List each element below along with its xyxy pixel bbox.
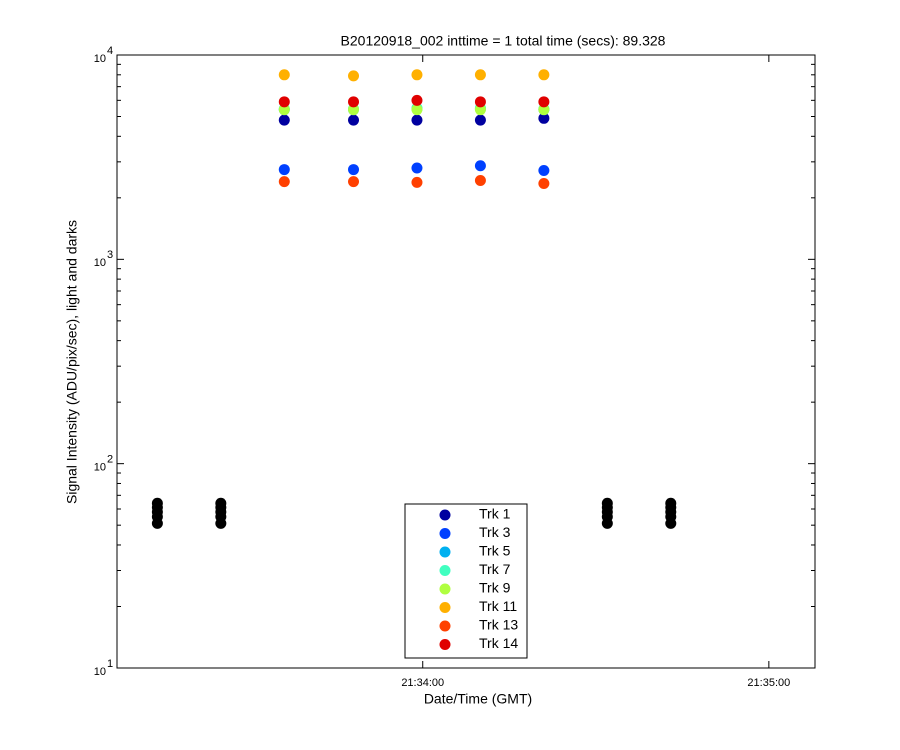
x-axis-label: Date/Time (GMT)	[424, 691, 532, 707]
point	[601, 497, 613, 509]
y-tick-label: 10	[94, 53, 106, 65]
point	[538, 69, 550, 81]
y-tick-label: 10	[94, 257, 106, 269]
point	[348, 70, 360, 82]
legend-marker	[439, 639, 451, 650]
legend-marker	[439, 565, 451, 576]
y-tick-label: 10	[94, 666, 106, 678]
point	[278, 176, 290, 188]
legend-marker	[439, 509, 451, 521]
legend-marker	[439, 602, 451, 613]
point	[215, 497, 227, 509]
point	[278, 114, 290, 126]
point	[538, 165, 550, 177]
point	[474, 114, 486, 126]
point	[474, 160, 486, 172]
point	[278, 104, 290, 116]
y-tick-exponent: 1	[107, 658, 113, 670]
y-tick-exponent: 4	[107, 45, 113, 57]
legend-label: Trk 14	[479, 635, 518, 651]
point	[474, 104, 486, 116]
point	[411, 104, 423, 116]
point	[665, 497, 677, 509]
chart-title: B20120918_002 inttime = 1 total time (se…	[341, 33, 666, 49]
y-tick-exponent: 3	[107, 249, 113, 261]
legend-label: Trk 3	[479, 524, 511, 540]
point	[474, 175, 486, 187]
point	[538, 178, 550, 190]
point	[538, 96, 550, 108]
point	[411, 114, 423, 126]
legend-box	[404, 503, 528, 659]
point	[278, 96, 290, 108]
point	[348, 114, 360, 126]
legend-marker	[439, 620, 451, 632]
y-tick-exponent: 2	[107, 454, 113, 466]
point	[348, 104, 360, 116]
point	[348, 164, 360, 176]
point	[348, 176, 360, 188]
point	[538, 112, 550, 124]
point	[411, 94, 423, 106]
x-tick-label: 21:34:00	[401, 677, 444, 689]
point	[348, 96, 360, 108]
x-tick-label: 21:35:00	[747, 677, 790, 689]
point	[411, 162, 423, 174]
legend-marker	[439, 528, 451, 539]
legend-label: Trk 7	[479, 561, 511, 577]
point	[278, 69, 290, 81]
legend-marker	[439, 546, 451, 558]
legend-label: Trk 5	[479, 543, 511, 559]
legend-label: Trk 11	[479, 598, 517, 614]
legend-marker	[439, 583, 451, 595]
legend-label: Trk 13	[479, 617, 518, 633]
legend-label: Trk 1	[479, 506, 511, 522]
legend-label: Trk 9	[479, 580, 511, 596]
point	[474, 96, 486, 108]
point	[411, 176, 423, 188]
y-axis-label: Signal Intensity (ADU/pix/sec), light an…	[64, 220, 80, 504]
point	[538, 104, 550, 116]
point	[411, 69, 423, 81]
point	[474, 69, 486, 81]
y-tick-label: 10	[94, 462, 106, 474]
point	[151, 497, 163, 509]
point	[278, 164, 290, 176]
